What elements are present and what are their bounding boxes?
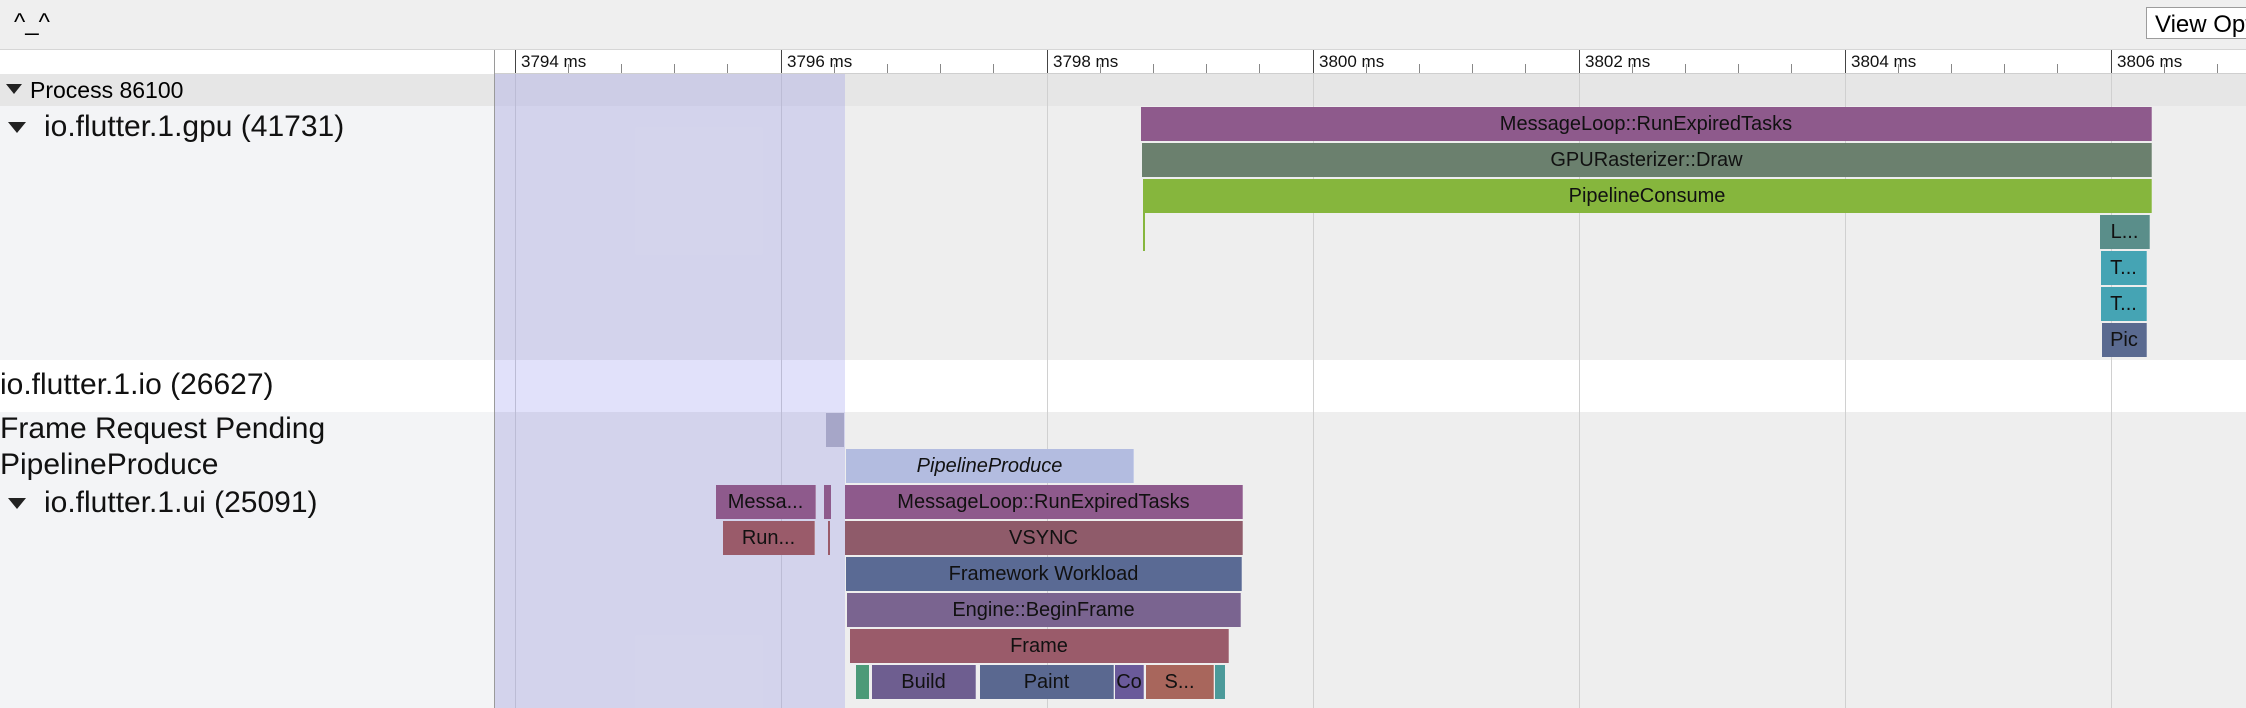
ruler-minor-tick: [993, 64, 994, 73]
gpu-track-label: io.flutter.1.gpu (41731): [44, 110, 345, 143]
gridline: [1047, 74, 1048, 708]
ruler-minor-tick: [2217, 64, 2218, 73]
app-title: ^_^: [14, 9, 50, 36]
gridline: [2111, 74, 2112, 708]
ruler-minor-tick: [1738, 64, 1739, 73]
ui-track: [495, 412, 2246, 708]
panel-divider[interactable]: [494, 50, 495, 708]
ruler-minor-tick: [1100, 64, 1101, 73]
slice-gpurasterizer-draw[interactable]: GPURasterizer::Draw: [1142, 143, 2152, 177]
ruler-minor-tick: [1898, 64, 1899, 73]
ruler-minor-tick: [727, 64, 728, 73]
process-label: Process 86100: [30, 77, 184, 103]
ruler-minor-tick: [1472, 64, 1473, 73]
slice-sliver[interactable]: [824, 485, 831, 519]
ruler-minor-tick: [1206, 64, 1207, 73]
ruler-minor-tick: [1632, 64, 1633, 73]
time-ruler[interactable]: 3794 ms 3796 ms 3798 ms 3800 ms 3802 ms …: [495, 50, 2246, 74]
gridline: [1313, 74, 1314, 708]
io-track-label: io.flutter.1.io (26627): [0, 368, 274, 401]
gridline: [515, 74, 516, 708]
gridline: [781, 74, 782, 708]
ruler-tick: [515, 50, 516, 73]
ruler-minor-tick: [1366, 64, 1367, 73]
io-track: [0, 360, 2246, 412]
ruler-minor-tick: [1153, 64, 1154, 73]
slice-pipelineconsume[interactable]: PipelineConsume: [1143, 179, 2152, 213]
frame-request-pending-label: Frame Request Pending: [0, 412, 326, 445]
ruler-minor-tick: [2057, 64, 2058, 73]
ruler-minor-tick: [834, 64, 835, 73]
ruler-tick-label: 3800 ms: [1319, 52, 1385, 71]
ruler-minor-tick: [1525, 64, 1526, 73]
frame-request-slice[interactable]: [826, 413, 844, 447]
slice-build[interactable]: Build: [872, 665, 976, 699]
ruler-minor-tick: [621, 64, 622, 73]
slice-vsync[interactable]: VSYNC: [845, 521, 1243, 555]
ruler-tick-label: 3804 ms: [1851, 52, 1917, 71]
collapse-triangle-icon[interactable]: [6, 84, 22, 94]
ruler-minor-tick: [2004, 64, 2005, 73]
ruler-minor-tick: [1419, 64, 1420, 73]
slice-s[interactable]: S...: [1146, 665, 1214, 699]
slice-paint[interactable]: Paint: [980, 665, 1114, 699]
slice-gpu-pic[interactable]: Pic: [2102, 323, 2147, 357]
ruler-minor-tick: [1259, 64, 1260, 73]
slice-co[interactable]: Co: [1115, 665, 1144, 699]
ruler-minor-tick: [1685, 64, 1686, 73]
ruler-minor-tick: [568, 64, 569, 73]
ruler-minor-tick: [887, 64, 888, 73]
top-toolbar: ^_^ View Options: [0, 0, 2246, 50]
slice-ui-runexpiredtasks[interactable]: MessageLoop::RunExpiredTasks: [845, 485, 1243, 519]
slice-engine-beginframe[interactable]: Engine::BeginFrame: [847, 593, 1241, 627]
pipeline-produce-label: PipelineProduce: [0, 448, 219, 481]
slice-ui-messa[interactable]: Messa...: [716, 485, 816, 519]
ruler-minor-tick: [674, 64, 675, 73]
collapse-triangle-icon[interactable]: [8, 122, 26, 133]
slice-gpu-t1[interactable]: T...: [2101, 251, 2147, 285]
slice-framework-workload[interactable]: Framework Workload: [846, 557, 1242, 591]
ruler-tick: [1313, 50, 1314, 73]
ruler-tick-label: 3794 ms: [521, 52, 587, 71]
ruler-minor-tick: [940, 64, 941, 73]
slice-gpu-l[interactable]: L...: [2100, 215, 2150, 249]
ui-track-label: io.flutter.1.ui (25091): [44, 486, 318, 519]
slice-sliver[interactable]: [1215, 665, 1225, 699]
slice-sliver[interactable]: [856, 665, 869, 699]
ruler-tick-label: 3806 ms: [2117, 52, 2183, 71]
ruler-tick: [1047, 50, 1048, 73]
process-header[interactable]: [0, 74, 2246, 106]
time-selection-region[interactable]: [495, 74, 845, 708]
ruler-tick: [1579, 50, 1580, 73]
gpu-track-label-area: [0, 106, 495, 360]
ruler-tick: [2111, 50, 2112, 73]
ruler-tick-label: 3796 ms: [787, 52, 853, 71]
slice-ui-run[interactable]: Run...: [723, 521, 815, 555]
slice-frame[interactable]: Frame: [850, 629, 1229, 663]
slice-gpu-t2[interactable]: T...: [2101, 287, 2147, 321]
slice-sliver[interactable]: [1143, 213, 1145, 251]
slice-pipelineproduce[interactable]: PipelineProduce: [846, 449, 1134, 483]
view-options-button[interactable]: View Options: [2146, 7, 2246, 39]
slice-sliver[interactable]: [828, 521, 830, 555]
gridline: [1845, 74, 1846, 708]
ruler-tick-label: 3798 ms: [1053, 52, 1119, 71]
ruler-tick-label: 3802 ms: [1585, 52, 1651, 71]
ruler-minor-tick: [1951, 64, 1952, 73]
ruler-minor-tick: [1791, 64, 1792, 73]
ui-track-label-area: [0, 412, 495, 708]
ruler-minor-tick: [2164, 64, 2165, 73]
ruler-tick: [1845, 50, 1846, 73]
gridline: [1579, 74, 1580, 708]
ruler-tick: [781, 50, 782, 73]
slice-gpu-runexpiredtasks[interactable]: MessageLoop::RunExpiredTasks: [1141, 107, 2152, 141]
collapse-triangle-icon[interactable]: [8, 498, 26, 509]
